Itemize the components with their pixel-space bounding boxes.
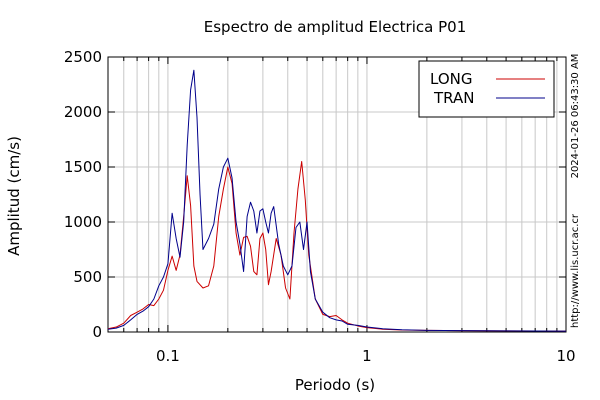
legend: LONG TRAN	[418, 60, 555, 118]
x-axis-label: Periodo (s)	[295, 376, 375, 394]
timestamp-label: 2024-01-26 06:43:30 AM	[570, 54, 581, 179]
legend-label-tran: TRAN	[433, 89, 474, 107]
series-line-long	[107, 161, 567, 332]
x-tick-label: 0.1	[156, 347, 180, 365]
y-tick-label: 500	[73, 268, 102, 286]
y-axis-label: Amplitud (cm/s)	[5, 136, 23, 256]
legend-label-long: LONG	[430, 70, 472, 88]
source-url-label: http://www.lis.ucr.ac.cr	[570, 213, 581, 328]
plot-frame	[107, 56, 567, 333]
chart-title: Espectro de amplitud Electrica P01	[204, 18, 467, 36]
y-tick-label: 1500	[64, 158, 102, 176]
axis-ticks	[107, 56, 567, 333]
y-tick-label: 2500	[64, 48, 102, 66]
series-line-tran	[107, 69, 567, 332]
y-tick-label: 2000	[64, 103, 102, 121]
x-tick-labels: 0.1 1 10	[156, 347, 576, 365]
legend-box	[418, 60, 555, 118]
y-tick-label: 1000	[64, 213, 102, 231]
x-tick-label: 10	[556, 347, 575, 365]
y-tick-label: 0	[92, 323, 102, 341]
x-tick-label: 1	[362, 347, 372, 365]
series-lines	[107, 69, 567, 332]
y-tick-labels: 0 500 1000 1500 2000 2500	[64, 48, 102, 341]
